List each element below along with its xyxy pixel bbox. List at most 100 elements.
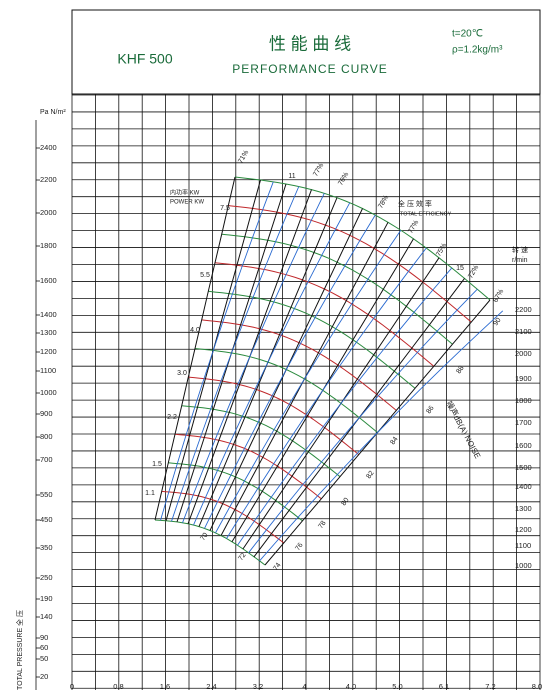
speed-tick-label: 1700 (515, 418, 532, 427)
y-tick-label: 550 (40, 490, 53, 499)
y-tick-label: 2200 (40, 175, 57, 184)
power-line (182, 193, 325, 523)
power-label: 15 (456, 265, 464, 272)
noise-label: 90 (492, 317, 502, 327)
y-axis-unit: Pa N/m² (40, 109, 66, 116)
y-tick-label: 1600 (40, 276, 57, 285)
power-line (204, 214, 376, 529)
speed-tick-label: 2200 (515, 305, 532, 314)
efficiency-label: 67% (492, 288, 505, 304)
x-tick-label: 6.1 (439, 682, 449, 691)
power-title: 内功率 KW (170, 189, 200, 197)
power-label: 1.1 (145, 490, 155, 497)
x-tick-label: 4 (302, 682, 306, 691)
noise-label: 72 (237, 552, 247, 562)
speed-curve (161, 490, 285, 544)
speed-tick-label: 1800 (515, 396, 532, 405)
x-tick-label: 0 (70, 682, 74, 691)
speed-tick-label: 1100 (515, 541, 531, 550)
efficiency-label: 76% (337, 171, 350, 187)
title-cn: 性 能 曲 线 (269, 34, 351, 53)
efficiency-label: 77% (312, 162, 325, 178)
x-tick-label: 3.2 (253, 682, 263, 691)
efficiency-line (154, 176, 236, 521)
y-tick-label: 450 (40, 515, 53, 524)
speed-tick-label: 1600 (515, 441, 532, 450)
power-label: 1.5 (152, 461, 162, 468)
noise-label: 86 (425, 405, 435, 415)
noise-label: 80 (340, 497, 350, 507)
power-line (226, 247, 427, 539)
y-tick-label: 250 (40, 573, 53, 582)
power-line (193, 202, 351, 526)
y-tick-label: 800 (40, 432, 53, 441)
noise-label: 82 (365, 470, 375, 480)
efficiency-label: 72% (467, 264, 480, 280)
y-tick-label: 1400 (40, 310, 57, 319)
y-tick-label: 1100 (40, 366, 56, 375)
y-tick-label: 90 (40, 633, 48, 642)
y-tick-label: 190 (40, 594, 53, 603)
speed-tick-label: 1500 (515, 463, 532, 472)
power-line (171, 186, 300, 522)
title-en: PERFORMANCE CURVE (232, 62, 387, 76)
power-label: 3.0 (177, 370, 187, 377)
noise-label: 76 (294, 542, 304, 552)
speed-tick-label: 1400 (515, 482, 532, 491)
power-line (248, 288, 478, 554)
x-tick-label: 5.0 (392, 682, 402, 691)
x-tick-label: 4.0 (346, 682, 356, 691)
power-line (215, 229, 402, 534)
model: KHF 500 (117, 51, 172, 67)
y-tick-label: 900 (40, 409, 53, 418)
power-label: 4.0 (190, 327, 200, 334)
power-line (259, 310, 504, 562)
speed-tick-label: 1200 (515, 525, 532, 534)
y-tick-label: 700 (40, 455, 53, 464)
speed-tick-label: 1300 (515, 504, 532, 513)
x-tick-label: 0.8 (113, 682, 123, 691)
y-tick-label: 1000 (40, 388, 57, 397)
power-label: 11 (288, 173, 295, 180)
y-tick-label: 60 (40, 643, 48, 652)
y-tick-label: 1200 (40, 347, 57, 356)
power-line (160, 181, 274, 521)
power-label: 2.2 (167, 414, 177, 421)
efficiency-title-en: TOTAL EFFICIENCY (400, 211, 452, 217)
density: ρ=1.2kg/m³ (452, 45, 503, 56)
x-tick-label: 2.4 (206, 682, 216, 691)
temperature: t=20℃ (452, 29, 483, 40)
noise-label: 78 (317, 520, 327, 530)
speed-tick-label: 2100 (515, 327, 532, 336)
y-tick-label: 140 (40, 612, 53, 621)
y-tick-label: 1300 (40, 328, 57, 337)
noise-label: 70 (199, 532, 209, 542)
speed-tick-label: 1000 (515, 561, 532, 570)
noise-label: 84 (389, 436, 399, 446)
y-tick-label: 50 (40, 654, 48, 663)
speed-unit: r/min (512, 257, 528, 264)
y-tick-label: 2000 (40, 208, 57, 217)
speed-tick-label: 2000 (515, 349, 532, 358)
power-label: 5.5 (200, 272, 210, 279)
x-tick-label: 7.2 (485, 682, 495, 691)
power-label: 7.5 (220, 205, 230, 212)
efficiency-title: 全 压 效 率 (398, 199, 432, 208)
power-title-en: POWER KW (170, 200, 204, 206)
y-tick-label: 350 (40, 543, 53, 552)
speed-tick-label: 1900 (515, 374, 532, 383)
x-tick-label: 1.6 (160, 682, 170, 691)
y-axis-title: TOTAL PRESSURE 全 压 (15, 610, 24, 690)
y-tick-label: 20 (40, 672, 48, 681)
speed-title: 转 速 (512, 245, 528, 254)
y-tick-label: 1800 (40, 241, 57, 250)
y-tick-label: 2400 (40, 143, 57, 152)
noise-label: 74 (272, 562, 282, 572)
x-tick-label: 8.0 (532, 682, 542, 691)
power-line (237, 267, 453, 546)
noise-label: 88 (455, 365, 465, 375)
speed-curve (154, 519, 266, 566)
efficiency-label: 77% (407, 219, 420, 235)
